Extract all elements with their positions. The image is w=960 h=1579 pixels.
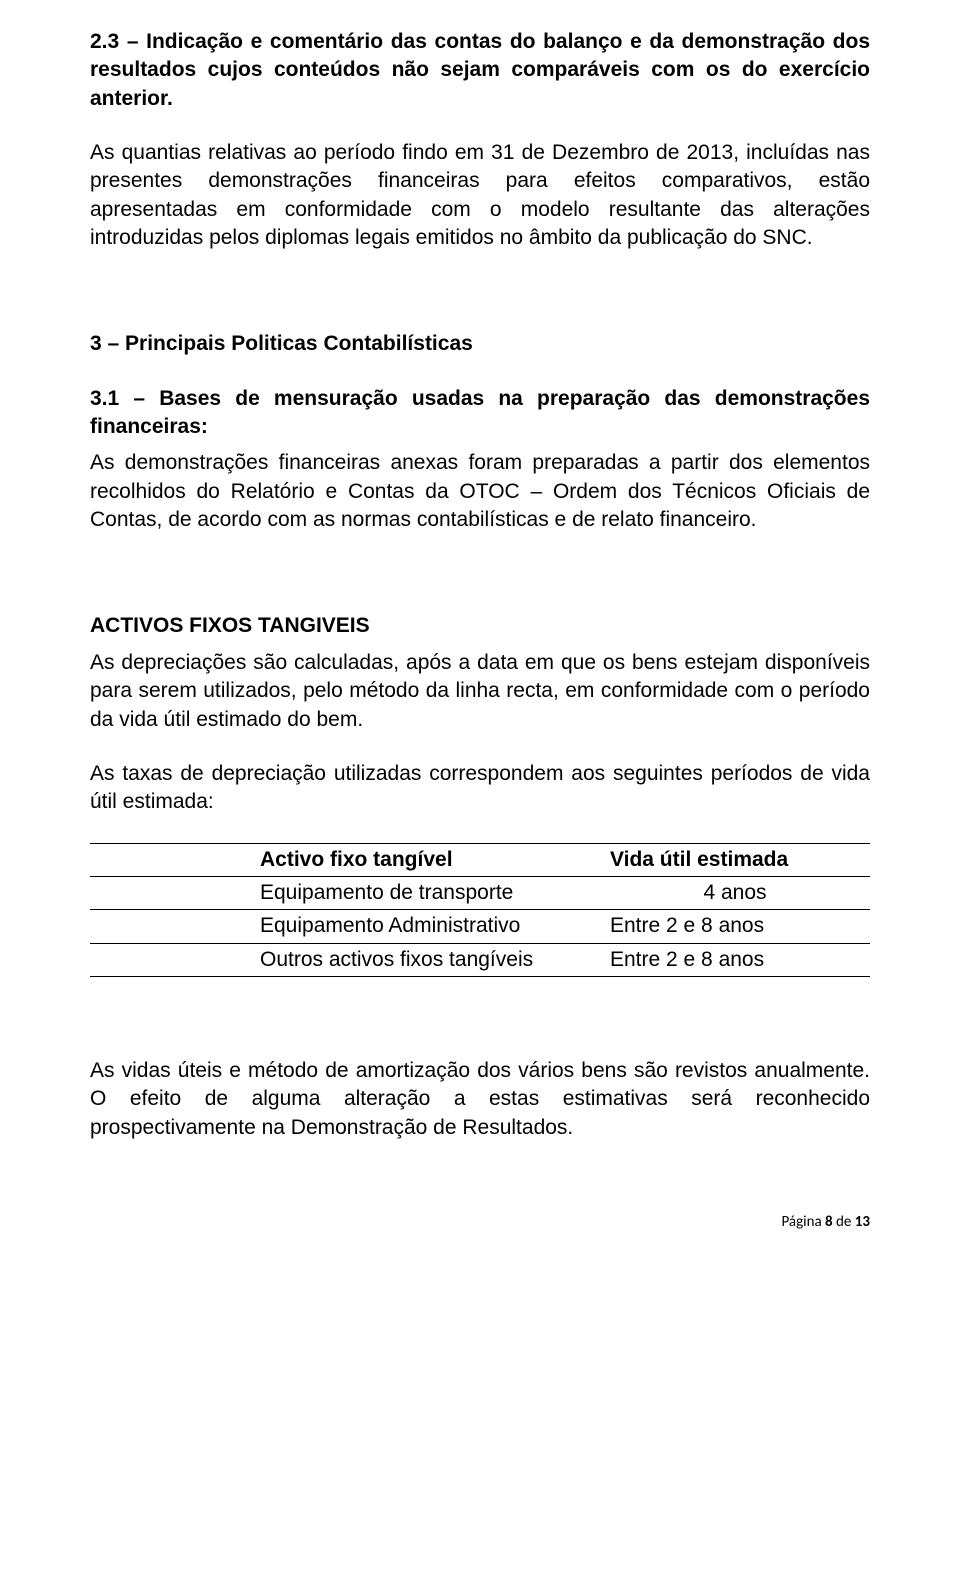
- table-header-row: Activo fixo tangível Vida útil estimada: [90, 843, 870, 876]
- table-header-col1: Activo fixo tangível: [90, 843, 600, 876]
- footer-total-pages: 13: [855, 1213, 870, 1231]
- table-row: Equipamento de transporte 4 anos: [90, 876, 870, 909]
- heading-activos-fixos: ACTIVOS FIXOS TANGIVEIS: [90, 612, 870, 640]
- body-2-3: As quantias relativas ao período findo e…: [90, 139, 870, 252]
- activos-p1: As depreciações são calculadas, após a d…: [90, 649, 870, 734]
- heading-3: 3 – Principais Politicas Contabilísticas: [90, 330, 870, 358]
- footer-sep: de: [833, 1213, 855, 1231]
- closing-paragraph: As vidas úteis e método de amortização d…: [90, 1057, 870, 1142]
- heading-2-3: 2.3 – Indicação e comentário das contas …: [90, 28, 870, 113]
- table-cell: 4 anos: [600, 876, 870, 909]
- table-cell: Outros activos fixos tangíveis: [90, 943, 600, 976]
- table-cell: Entre 2 e 8 anos: [600, 910, 870, 943]
- table-header-col2: Vida útil estimada: [600, 843, 870, 876]
- heading-3-1: 3.1 – Bases de mensuração usadas na prep…: [90, 385, 870, 442]
- page-footer: Página 8 de 13: [90, 1212, 870, 1232]
- table-row: Outros activos fixos tangíveis Entre 2 e…: [90, 943, 870, 976]
- table-cell: Equipamento Administrativo: [90, 910, 600, 943]
- table-cell: Entre 2 e 8 anos: [600, 943, 870, 976]
- vida-util-table: Activo fixo tangível Vida útil estimada …: [90, 843, 870, 977]
- table-row: Equipamento Administrativo Entre 2 e 8 a…: [90, 910, 870, 943]
- footer-prefix: Página: [781, 1213, 825, 1231]
- table-cell: Equipamento de transporte: [90, 876, 600, 909]
- body-3-1: As demonstrações financeiras anexas fora…: [90, 449, 870, 534]
- footer-current-page: 8: [825, 1213, 833, 1231]
- activos-p2: As taxas de depreciação utilizadas corre…: [90, 760, 870, 817]
